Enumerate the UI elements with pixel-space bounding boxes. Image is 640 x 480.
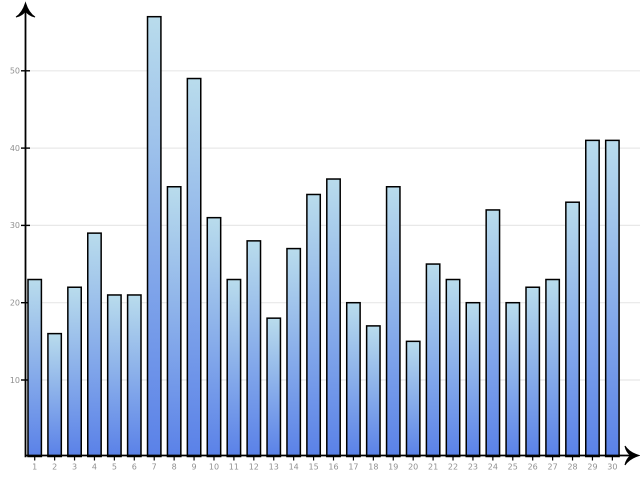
x-tick-label: 2 xyxy=(52,463,57,472)
bar xyxy=(87,232,102,458)
x-tick-label: 17 xyxy=(348,463,358,472)
y-tick-label: 20 xyxy=(10,299,20,308)
x-tick-label: 10 xyxy=(209,463,219,472)
x-tick-label: 11 xyxy=(229,463,239,472)
x-tick-label: 27 xyxy=(548,463,558,472)
x-tick-label: 21 xyxy=(428,463,438,472)
x-tick-label: 15 xyxy=(308,463,318,472)
bar xyxy=(286,247,302,458)
bar xyxy=(27,278,43,458)
x-tick-label: 24 xyxy=(488,463,498,472)
x-tick-label: 13 xyxy=(269,463,279,472)
x-tick-label: 16 xyxy=(328,463,338,472)
bar xyxy=(345,301,361,458)
x-tick-label: 4 xyxy=(92,463,97,472)
bar xyxy=(166,186,182,458)
x-tick-label: 25 xyxy=(508,463,518,472)
bar xyxy=(604,139,620,458)
bar xyxy=(106,294,122,458)
y-axis-arrowhead xyxy=(15,1,36,18)
x-tick-label: 1 xyxy=(32,463,37,472)
y-tick-label: 30 xyxy=(10,221,20,230)
bar xyxy=(186,77,202,458)
bar xyxy=(326,178,341,458)
bar xyxy=(585,139,600,458)
x-tick-label: 23 xyxy=(468,463,478,472)
x-tick-label: 18 xyxy=(368,463,378,472)
x-tick-label: 19 xyxy=(388,463,398,472)
x-tick-label: 12 xyxy=(249,463,259,472)
bar xyxy=(126,294,142,458)
bar xyxy=(266,317,282,458)
x-tick-label: 20 xyxy=(408,463,418,472)
bar xyxy=(505,301,521,458)
y-tick-label: 10 xyxy=(10,376,20,385)
bar xyxy=(485,209,501,458)
bar xyxy=(445,278,461,458)
bar xyxy=(545,278,561,458)
bar xyxy=(365,325,381,458)
bar xyxy=(67,286,82,458)
x-tick-label: 9 xyxy=(192,463,197,472)
x-tick-label: 26 xyxy=(528,463,538,472)
x-tick-label: 7 xyxy=(152,463,157,472)
x-tick-label: 28 xyxy=(567,463,577,472)
y-tick-label: 50 xyxy=(10,67,20,76)
bar xyxy=(565,201,580,458)
x-tick-label: 3 xyxy=(72,463,77,472)
bar xyxy=(465,301,481,458)
bar xyxy=(146,15,162,458)
bar xyxy=(226,278,242,458)
bar xyxy=(385,186,401,458)
x-tick-label: 6 xyxy=(132,463,137,472)
bar xyxy=(206,216,222,458)
x-tick-label: 29 xyxy=(587,463,597,472)
x-axis-arrowhead xyxy=(624,445,640,466)
x-tick-label: 8 xyxy=(172,463,177,472)
bar xyxy=(47,332,63,458)
bar xyxy=(246,240,262,458)
bar xyxy=(425,263,441,458)
x-tick-label: 22 xyxy=(448,463,458,472)
x-tick-label: 30 xyxy=(607,463,617,472)
bar xyxy=(525,286,541,458)
x-tick-label: 5 xyxy=(112,463,117,472)
y-tick-label: 40 xyxy=(10,144,20,153)
bar xyxy=(306,193,322,458)
bar xyxy=(405,340,421,458)
x-tick-label: 14 xyxy=(289,463,299,472)
